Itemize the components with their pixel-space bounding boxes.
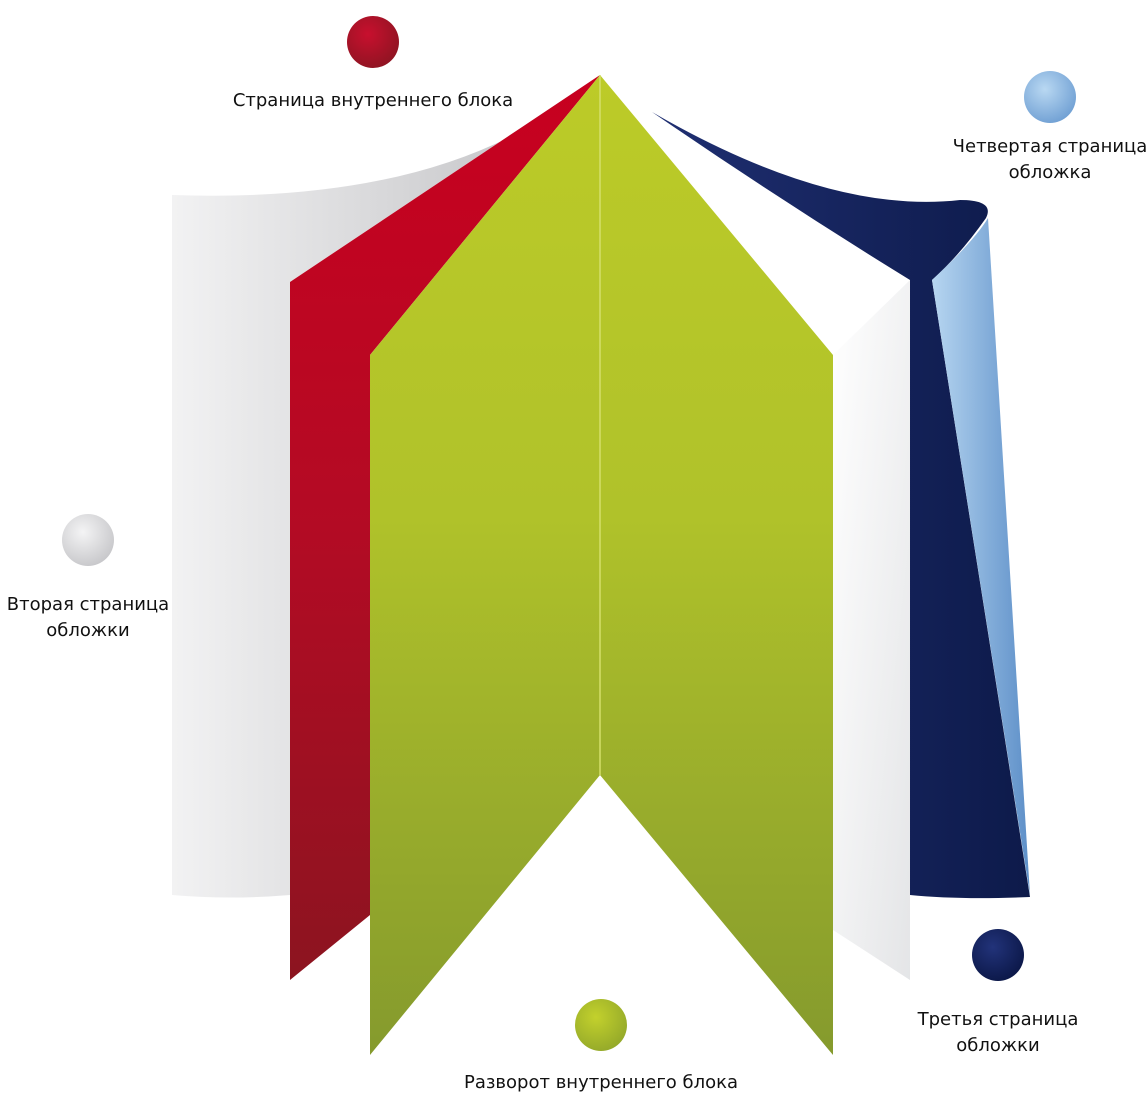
inner-spread-marker — [575, 999, 627, 1051]
label: Вторая страница — [7, 594, 169, 615]
label: Страница внутреннего блока — [233, 90, 513, 111]
third-cover-page — [932, 218, 1030, 895]
label: Третья страница — [917, 1009, 1079, 1030]
inner-page — [290, 75, 600, 980]
fourth-cover-marker — [1024, 71, 1076, 123]
second-cover-page — [172, 75, 600, 898]
label: Четвертая страница — [953, 136, 1147, 157]
third-cover-marker — [972, 929, 1024, 981]
label: обложки — [956, 1035, 1039, 1056]
fourth-cover-page — [652, 112, 1030, 899]
label: обложки — [46, 620, 129, 641]
second-cover-marker — [62, 514, 114, 566]
label: Разворот внутреннего блока — [464, 1072, 738, 1093]
white-page — [833, 280, 910, 980]
label: обложка — [1009, 162, 1092, 183]
inner-page-marker — [347, 16, 399, 68]
inner-spread — [370, 75, 833, 1055]
